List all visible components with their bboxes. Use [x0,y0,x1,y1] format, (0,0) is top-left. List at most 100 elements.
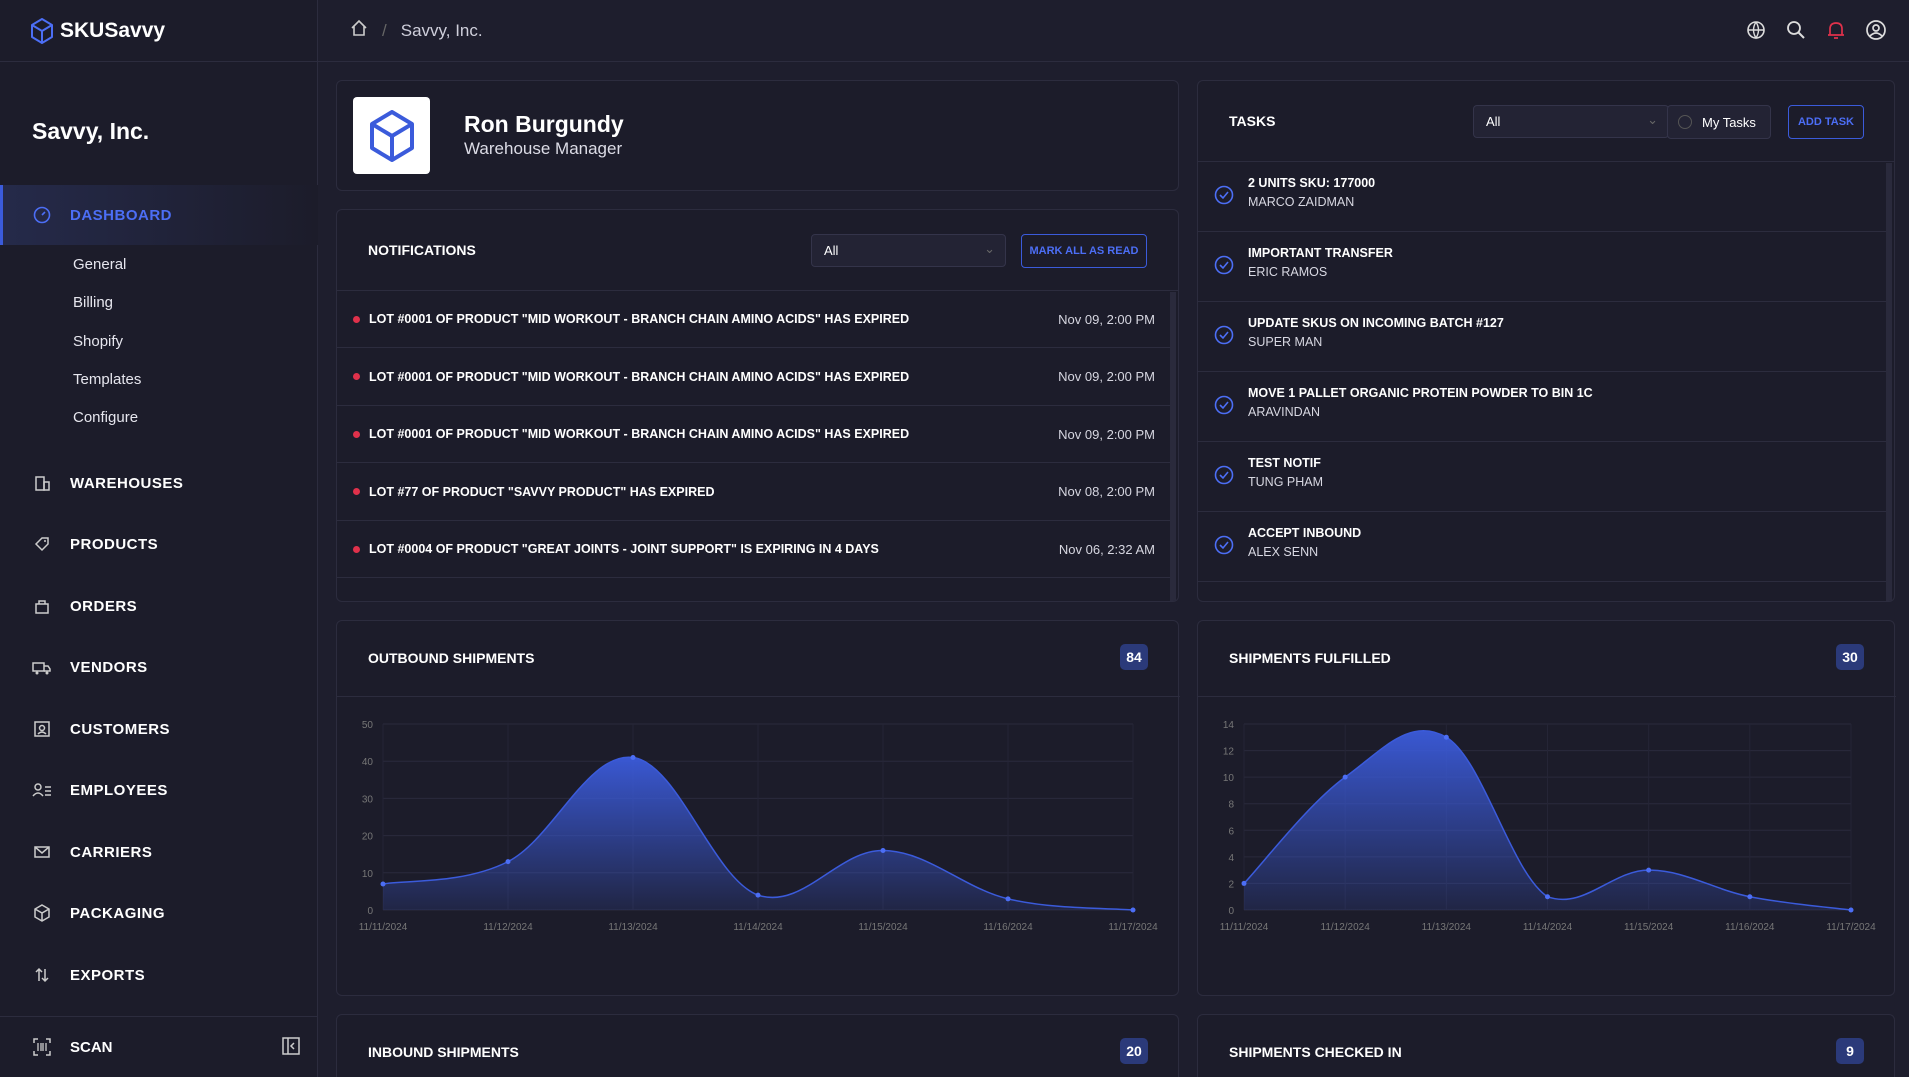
home-icon[interactable] [350,19,368,42]
nav-exports[interactable]: EXPORTS [0,955,318,995]
nav-packaging[interactable]: PACKAGING [0,893,318,933]
app-logo[interactable]: SKUSavvy [0,0,317,62]
unread-dot-icon [353,373,360,380]
nav-carriers[interactable]: CARRIERS [0,832,318,872]
mark-all-read-button[interactable]: MARK ALL AS READ [1021,234,1147,268]
area-fill [383,757,1133,910]
data-point[interactable] [1646,867,1652,873]
my-tasks-toggle[interactable]: My Tasks [1667,105,1771,139]
data-point[interactable] [1848,907,1854,913]
check-circle-icon[interactable] [1214,255,1234,280]
x-tick-label: 11/15/2024 [858,922,908,933]
arrows-updown-icon [32,965,52,985]
task-row[interactable]: TEST NOTIF TUNG PHAM [1198,442,1888,512]
notification-text: LOT #77 OF PRODUCT "SAVVY PRODUCT" HAS E… [369,484,715,499]
nav-scan[interactable]: SCAN [0,1016,318,1077]
radio-icon [1678,115,1692,129]
unread-dot-icon [353,430,360,438]
search-icon[interactable] [1785,19,1807,46]
nav-products[interactable]: PRODUCTS [0,524,318,564]
task-row[interactable]: 2 UNITS SKU: 177000 MARCO ZAIDMAN [1198,162,1888,232]
check-circle-icon[interactable] [1214,465,1234,490]
x-tick-label: 11/17/2024 [1108,922,1158,933]
y-tick-label: 6 [1228,826,1234,837]
tasks-title: TASKS [1229,113,1276,129]
x-tick-label: 11/14/2024 [733,922,783,933]
nav-warehouses[interactable]: WAREHOUSES [0,463,318,503]
notification-row[interactable]: LOT #0001 OF PRODUCT "MID WORKOUT - BRAN… [337,349,1173,406]
chevron-down-icon: ⌄ [984,241,995,256]
data-point[interactable] [1005,896,1011,902]
inbound-title: INBOUND SHIPMENTS [368,1044,519,1060]
scrollbar[interactable] [1886,163,1892,601]
y-tick-label: 10 [1223,773,1235,784]
globe-icon[interactable] [1745,19,1767,46]
x-tick-label: 11/13/2024 [1422,922,1472,933]
task-title: MOVE 1 PALLET ORGANIC PROTEIN POWDER TO … [1248,386,1593,400]
subnav-general[interactable]: General [73,256,127,273]
nav-customers-label: CUSTOMERS [70,720,171,738]
data-point[interactable] [1545,894,1550,900]
data-point[interactable] [630,754,636,760]
notification-text: LOT #0001 OF PRODUCT "MID WORKOUT - BRAN… [369,427,910,441]
add-task-button[interactable]: ADD TASK [1788,105,1864,139]
notifications-filter-select[interactable]: All ⌄ [811,234,1006,267]
task-assignee: MARCO ZAIDMAN [1248,195,1355,209]
check-circle-icon[interactable] [1214,535,1234,560]
checked-in-card: SHIPMENTS CHECKED IN 9 [1197,1014,1895,1077]
task-row[interactable]: IMPORTANT TRANSFER ERIC RAMOS [1198,232,1888,302]
truck-icon [32,657,52,677]
nav-dashboard[interactable]: DASHBOARD [0,185,318,245]
subnav-configure[interactable]: Configure [73,409,139,426]
nav-orders[interactable]: ORDERS [0,586,318,626]
tag-icon [32,534,52,554]
data-point[interactable] [1342,774,1348,780]
y-tick-label: 30 [362,794,374,805]
notification-row[interactable]: LOT #77 OF PRODUCT "SAVVY PRODUCT" HAS E… [337,464,1173,521]
task-row[interactable]: UPDATE SKUS ON INCOMING BATCH #127 SUPER … [1198,302,1888,372]
scrollbar[interactable] [1170,292,1176,601]
tasks-filter-select[interactable]: All ⌄ [1473,105,1669,138]
y-tick-label: 0 [1228,906,1234,917]
check-circle-icon[interactable] [1214,325,1234,350]
x-tick-label: 11/14/2024 [1523,922,1573,933]
data-point[interactable] [1241,880,1247,886]
data-point[interactable] [1443,734,1449,740]
profile-name: Ron Burgundy [464,111,624,137]
notification-row[interactable]: LOT #0004 OF PRODUCT "GREAT JOINTS - JOI… [337,521,1173,578]
notification-row[interactable]: LOT #0001 OF PRODUCT "MID WORKOUT - BRAN… [337,291,1173,348]
subnav-templates[interactable]: Templates [73,371,142,388]
org-name: Savvy, Inc. [32,118,150,144]
task-row[interactable]: ACCEPT INBOUND ALEX SENN [1198,512,1888,582]
data-point[interactable] [505,859,511,865]
data-point[interactable] [1747,894,1753,900]
collapse-sidebar-icon[interactable] [282,1037,300,1059]
subnav-shopify[interactable]: Shopify [73,333,124,350]
nav-employees[interactable]: EMPLOYEES [0,770,318,810]
gauge-icon [32,205,52,225]
y-tick-label: 40 [362,757,374,768]
notification-row[interactable]: LOT #0001 OF PRODUCT "MID WORKOUT - BRAN… [337,406,1173,463]
bell-icon[interactable] [1825,19,1847,46]
user-account-icon[interactable] [1865,19,1887,46]
mail-send-icon [32,842,52,862]
subnav-billing[interactable]: Billing [73,294,114,311]
data-point[interactable] [880,847,886,853]
breadcrumb-current[interactable]: Savvy, Inc. [400,20,483,40]
task-row[interactable]: MOVE 1 PALLET ORGANIC PROTEIN POWDER TO … [1198,372,1888,442]
data-point[interactable] [755,892,761,898]
check-circle-icon[interactable] [1214,185,1234,210]
data-point[interactable] [1130,907,1136,913]
y-tick-label: 8 [1228,800,1234,811]
nav-vendors[interactable]: VENDORS [0,647,318,687]
task-title: IMPORTANT TRANSFER [1248,246,1393,260]
notification-text: LOT #0001 OF PRODUCT "MID WORKOUT - BRAN… [369,369,910,384]
data-point[interactable] [380,881,386,887]
nav-customers[interactable]: CUSTOMERS [0,709,318,749]
fulfilled-title: SHIPMENTS FULFILLED [1229,650,1391,666]
task-assignee: ERIC RAMOS [1248,265,1328,279]
checked-in-title: SHIPMENTS CHECKED IN [1229,1044,1402,1060]
check-circle-icon[interactable] [1214,395,1234,420]
notification-time: Nov 06, 2:32 AM [1058,541,1155,557]
y-tick-label: 50 [362,720,374,731]
